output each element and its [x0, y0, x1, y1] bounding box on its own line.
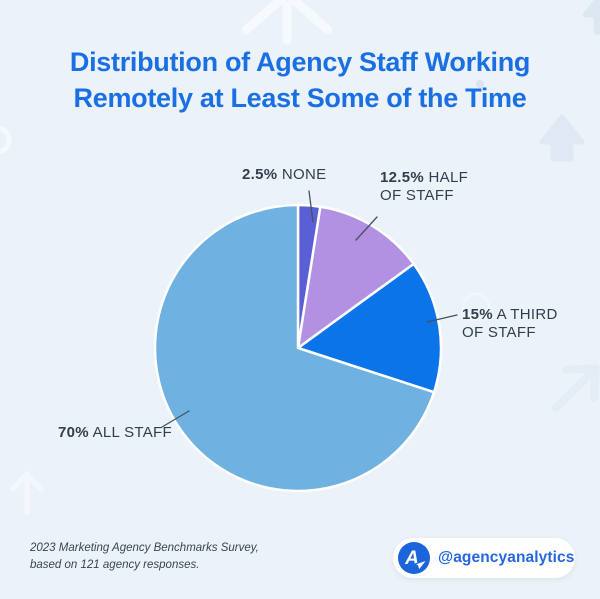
leader-line-none	[308, 190, 314, 223]
source-note-line1: 2023 Marketing Agency Benchmarks Survey,	[30, 542, 259, 554]
slice-label-all-staff: 70% ALL STAFF	[58, 424, 172, 442]
pie-slice-all-staff	[153, 203, 436, 493]
slice-pct: 70%	[58, 424, 89, 441]
up-arrow-filled-icon	[539, 114, 585, 162]
circle-outline-icon	[0, 125, 12, 155]
pie-slice-half-of-staff	[296, 205, 415, 350]
pie-slice-none	[296, 203, 322, 350]
leader-line-half	[355, 216, 378, 241]
slice-label-half-of-staff: 12.5% HALF OF STAFF	[380, 169, 480, 205]
up-arrow-filled-icon	[582, 0, 600, 35]
source-note: 2023 Marketing Agency Benchmarks Survey,…	[30, 540, 259, 574]
brand-badge: A @agencyanalytics	[393, 538, 575, 578]
brand-handle: @agencyanalytics	[438, 549, 575, 566]
page-title-line2: Remotely at Least Some of the Time	[73, 83, 527, 113]
slice-name: ALL STAFF	[92, 424, 172, 441]
svg-text:A: A	[404, 548, 419, 569]
slice-pct: 15%	[462, 306, 493, 323]
page-title-line1: Distribution of Agency Staff Working	[69, 47, 531, 77]
agencyanalytics-logo-icon: A	[398, 542, 430, 574]
leader-line-third	[426, 314, 458, 323]
slice-label-none: 2.5% NONE	[242, 166, 326, 184]
slice-label-a-third-of-staff: 15% A THIRD OF STAFF	[462, 306, 562, 342]
slice-name: NONE	[281, 166, 327, 183]
slice-name: A THIRD OF STAFF	[462, 306, 558, 341]
slice-name: HALF OF STAFF	[380, 169, 469, 204]
up-arrow-outline-icon	[241, 0, 333, 45]
pie-slice-a-third-of-staff	[296, 262, 443, 394]
slice-pct: 12.5%	[380, 169, 425, 186]
diagonal-arrow-outline-icon	[551, 364, 600, 413]
slice-pct: 2.5%	[242, 166, 278, 183]
source-note-line2: based on 121 agency responses.	[30, 559, 200, 571]
pie-slices-group	[153, 203, 443, 493]
page-title: Distribution of Agency Staff Working Rem…	[0, 44, 600, 116]
up-arrow-outline-icon	[10, 471, 44, 515]
